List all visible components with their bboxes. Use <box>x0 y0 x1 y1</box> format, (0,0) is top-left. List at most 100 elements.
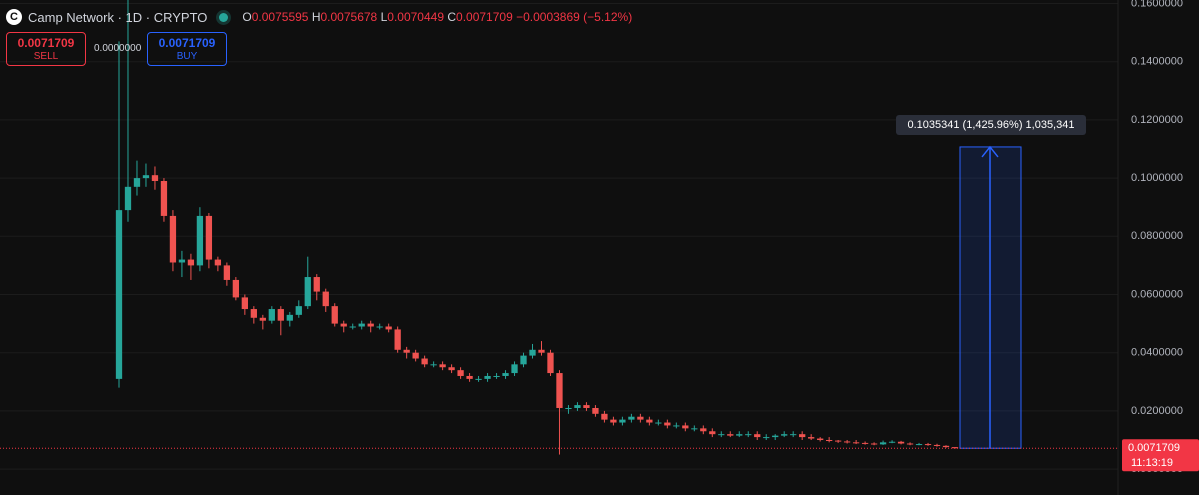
candle-body <box>115 210 123 379</box>
candle-body <box>259 317 266 321</box>
candle-body <box>448 367 455 371</box>
buy-price: 0.0071709 <box>158 36 216 50</box>
candle-body <box>394 329 401 350</box>
candle-body <box>547 352 554 374</box>
l-label: L <box>380 10 388 24</box>
candle-body <box>385 326 392 330</box>
y-tick-label: 0.0200000 <box>1131 405 1183 417</box>
candle-body <box>852 442 860 444</box>
candle-body <box>538 349 545 353</box>
candle-body <box>295 306 302 315</box>
header: C Camp Network · 1D · CRYPTO O0.0075595 … <box>6 8 632 26</box>
candle-body <box>745 434 752 436</box>
candle-body <box>763 437 770 439</box>
candle-body <box>304 277 311 307</box>
candle-body <box>457 370 464 376</box>
symbol-title[interactable]: Camp Network · 1D · CRYPTO <box>28 9 208 25</box>
candle-body <box>187 259 195 266</box>
candle-body <box>142 175 150 179</box>
spread: 0.0000000 <box>94 43 142 54</box>
candle-body <box>430 364 437 366</box>
ohlc: O0.0075595 H0.0075678 L0.0070449 C0.0071… <box>242 10 632 24</box>
candle-body <box>754 434 761 438</box>
last-price-tag <box>1122 439 1199 472</box>
measure-label: 0.1035341 (1,425.96%) 1,035,341 <box>908 119 1075 131</box>
candle-body <box>781 434 788 436</box>
c-label: C <box>447 10 457 24</box>
candle-body <box>664 422 671 426</box>
candle-body <box>619 419 626 423</box>
candle-body <box>637 416 644 420</box>
candle-body <box>565 407 572 409</box>
candle-body <box>592 407 599 414</box>
candle-body <box>313 277 320 292</box>
candle-body <box>790 434 797 436</box>
candle-body <box>214 259 222 266</box>
candle-body <box>160 181 168 216</box>
last-time-label: 11:13:19 <box>1131 457 1173 469</box>
candle-body <box>628 416 635 420</box>
y-tick-label: 0.0400000 <box>1131 347 1183 359</box>
change: −0.0003869 (−5.12%) <box>516 10 633 24</box>
candle-body <box>376 326 383 328</box>
candle-body <box>277 309 284 321</box>
candle-body <box>646 419 653 423</box>
candle-body <box>124 186 132 211</box>
sell-label: SELL <box>33 51 59 62</box>
candle-body <box>583 405 590 408</box>
candle-body <box>808 437 815 439</box>
candle-body <box>250 309 257 318</box>
candle-body <box>205 215 213 260</box>
y-tick-label: 0.1000000 <box>1131 172 1183 184</box>
candle-body <box>520 355 527 365</box>
candle-body <box>951 447 959 449</box>
y-tick-label: 0.1200000 <box>1131 114 1183 126</box>
candle-body <box>799 434 806 438</box>
candle-body <box>915 444 923 446</box>
h-value: 0.0075678 <box>320 10 378 24</box>
candle-body <box>169 215 177 263</box>
candle-body <box>826 440 833 441</box>
candle-body <box>268 309 275 321</box>
candle-body <box>439 364 446 368</box>
candle-body <box>331 306 338 324</box>
candle-body <box>511 364 518 374</box>
candle-body <box>736 434 743 436</box>
candle-body <box>942 445 950 448</box>
l-value: 0.0070449 <box>387 10 444 24</box>
h-label: H <box>311 10 321 24</box>
candle-body <box>241 297 248 310</box>
candle-body <box>682 425 689 429</box>
candle-body <box>601 413 608 420</box>
candle-body <box>358 323 365 327</box>
candle-body <box>403 349 410 353</box>
buy-label: BUY <box>176 51 198 62</box>
candle-body <box>133 178 141 187</box>
candle-body <box>843 441 851 443</box>
candle-body <box>879 442 887 445</box>
candle-body <box>151 175 159 182</box>
candle-body <box>196 215 204 266</box>
candle-body <box>556 373 563 408</box>
c-value: 0.0071709 <box>456 10 513 24</box>
candle-body <box>340 323 347 327</box>
candle-body <box>870 443 878 445</box>
candle-body <box>888 441 896 443</box>
sell-button[interactable]: 0.0071709 SELL <box>6 32 86 66</box>
candle-body <box>367 323 374 327</box>
candle-body <box>673 425 680 427</box>
sell-price: 0.0071709 <box>17 36 75 50</box>
candle-body <box>834 440 842 442</box>
y-tick-label: 0.1600000 <box>1131 0 1183 9</box>
buy-button[interactable]: 0.0071709 BUY <box>147 32 227 66</box>
candle-body <box>574 405 581 408</box>
logo: C <box>6 9 22 25</box>
measure-arrowhead <box>981 145 999 158</box>
candle-body <box>421 358 428 365</box>
candle-body <box>691 428 698 430</box>
candle-body <box>502 373 509 376</box>
measure-label-bg <box>896 114 1086 135</box>
o-value: 0.0075595 <box>251 10 309 24</box>
